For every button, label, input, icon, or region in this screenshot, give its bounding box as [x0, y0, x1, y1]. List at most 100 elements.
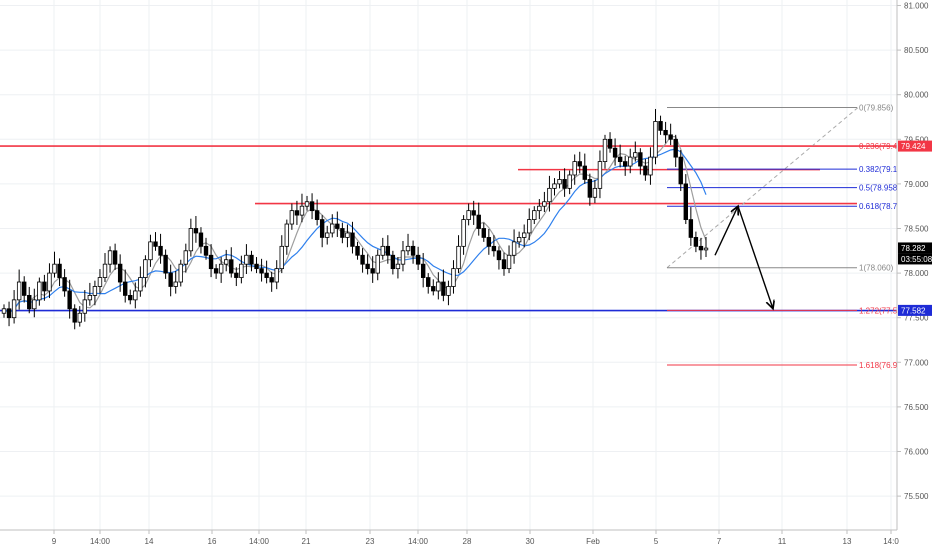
candle-body: [441, 281, 446, 296]
y-tick-label: 76.000: [904, 448, 929, 457]
candle-body: [6, 308, 12, 319]
x-tick-label: 21: [302, 537, 311, 546]
candle-body: [203, 245, 209, 256]
candle-body: [178, 263, 183, 283]
x-tick-label: Feb: [586, 537, 600, 546]
candle-body: [67, 290, 72, 310]
candle-body: [309, 201, 315, 212]
candle-body: [602, 138, 608, 163]
candle-body: [62, 277, 67, 292]
time-axis[interactable]: 9 14:00 14 16 14:00 21 23 14:00 28 30 Feb 5 7 11 13 14:…: [52, 530, 900, 546]
candle-body: [330, 223, 335, 234]
candle-body: [213, 268, 219, 274]
candle-body: [47, 272, 52, 292]
candle-body: [577, 161, 582, 167]
candle-body: [698, 245, 704, 251]
price-badges: 79.424 78.282 03:55:08 77.582: [898, 140, 932, 316]
candle-body: [97, 277, 103, 287]
candle-body: [370, 268, 375, 274]
candle-body: [395, 263, 401, 270]
candle-body: [239, 263, 244, 278]
candle-body: [617, 156, 623, 162]
candle-body: [385, 245, 391, 256]
y-tick-label: 79.500: [904, 135, 929, 144]
x-tick-label: 28: [463, 537, 472, 546]
candle-body: [521, 232, 527, 238]
candle-body: [557, 179, 562, 185]
candle-body: [658, 121, 663, 131]
price-axis[interactable]: 75.500 76.000 76.500 77.000 77.500 78.000 78.5…: [897, 2, 929, 502]
candle-body: [274, 268, 279, 283]
candle-body: [653, 121, 658, 158]
candle-body: [496, 250, 502, 261]
candle-body: [663, 129, 668, 136]
fibonacci-tool[interactable]: 0(79.856) 0.236(79.4 0.382(79.1 0.5(78.958 0…: [666, 104, 898, 370]
candle-body: [375, 254, 380, 274]
candle-body: [218, 263, 224, 274]
annotation-arrows[interactable]: [714, 205, 773, 309]
fib-level-label: 0.236(79.4: [859, 142, 898, 151]
price-badge-label: 03:55:08: [901, 255, 932, 264]
candle-body: [22, 281, 27, 296]
candle-body: [350, 232, 355, 247]
candle-body: [542, 201, 547, 207]
candle-body: [224, 259, 229, 265]
y-tick-label: 79.000: [904, 180, 929, 189]
candle-body: [532, 210, 537, 220]
candle-body: [628, 156, 633, 167]
annotation-arrow[interactable]: [714, 206, 738, 256]
candle-body: [547, 187, 552, 203]
candle-body: [11, 299, 17, 319]
candle-body: [16, 281, 22, 301]
candle-body: [355, 245, 360, 256]
candle-body: [133, 290, 138, 301]
x-tick-label: 30: [526, 537, 535, 546]
candle-body: [380, 245, 385, 256]
price-badge: [898, 304, 932, 316]
x-tick-label: 13: [843, 537, 852, 546]
candle-body: [587, 179, 593, 198]
candle-body: [436, 281, 441, 292]
candle-body: [527, 219, 532, 234]
x-tick-label: 14:00: [249, 537, 270, 546]
candle-body: [451, 268, 456, 287]
annotation-arrow[interactable]: [737, 205, 773, 309]
candle-body: [82, 299, 88, 314]
x-tick-label: 14:0: [883, 537, 899, 546]
candle-body: [638, 152, 643, 167]
fib-level-label: 1.618(76.9: [859, 361, 898, 370]
candle-body: [486, 237, 492, 247]
candle-body: [415, 254, 421, 265]
x-tick-label: 5: [654, 537, 659, 546]
candle-body: [269, 277, 274, 283]
candle-body: [107, 250, 113, 265]
candle-body: [572, 161, 577, 176]
candle-body: [77, 312, 82, 323]
fib-level-label: 1(78.060): [859, 264, 894, 273]
candle-body: [612, 147, 618, 158]
candle-body: [537, 205, 542, 212]
candle-body: [249, 254, 254, 265]
candle-body: [501, 259, 507, 270]
candle-body: [102, 263, 108, 278]
candle-body: [128, 294, 133, 301]
x-tick-label: 14:00: [90, 537, 111, 546]
candle-body: [158, 245, 163, 256]
candle-body: [42, 281, 47, 292]
candle-body: [92, 286, 98, 296]
candle-body: [244, 254, 249, 265]
candle-body: [148, 241, 153, 261]
price-badge: [898, 242, 932, 254]
candle-body: [294, 210, 300, 216]
candle-body: [304, 201, 310, 207]
y-tick-label: 76.500: [904, 403, 929, 412]
candle-body: [87, 294, 93, 301]
price-badge: [898, 140, 932, 152]
candle-body: [622, 161, 628, 167]
fib-level-label: 1.272(77.5: [859, 306, 898, 315]
fib-level-label: 0(79.856): [859, 104, 894, 113]
candle-body: [466, 210, 471, 220]
candle-body: [208, 254, 214, 270]
